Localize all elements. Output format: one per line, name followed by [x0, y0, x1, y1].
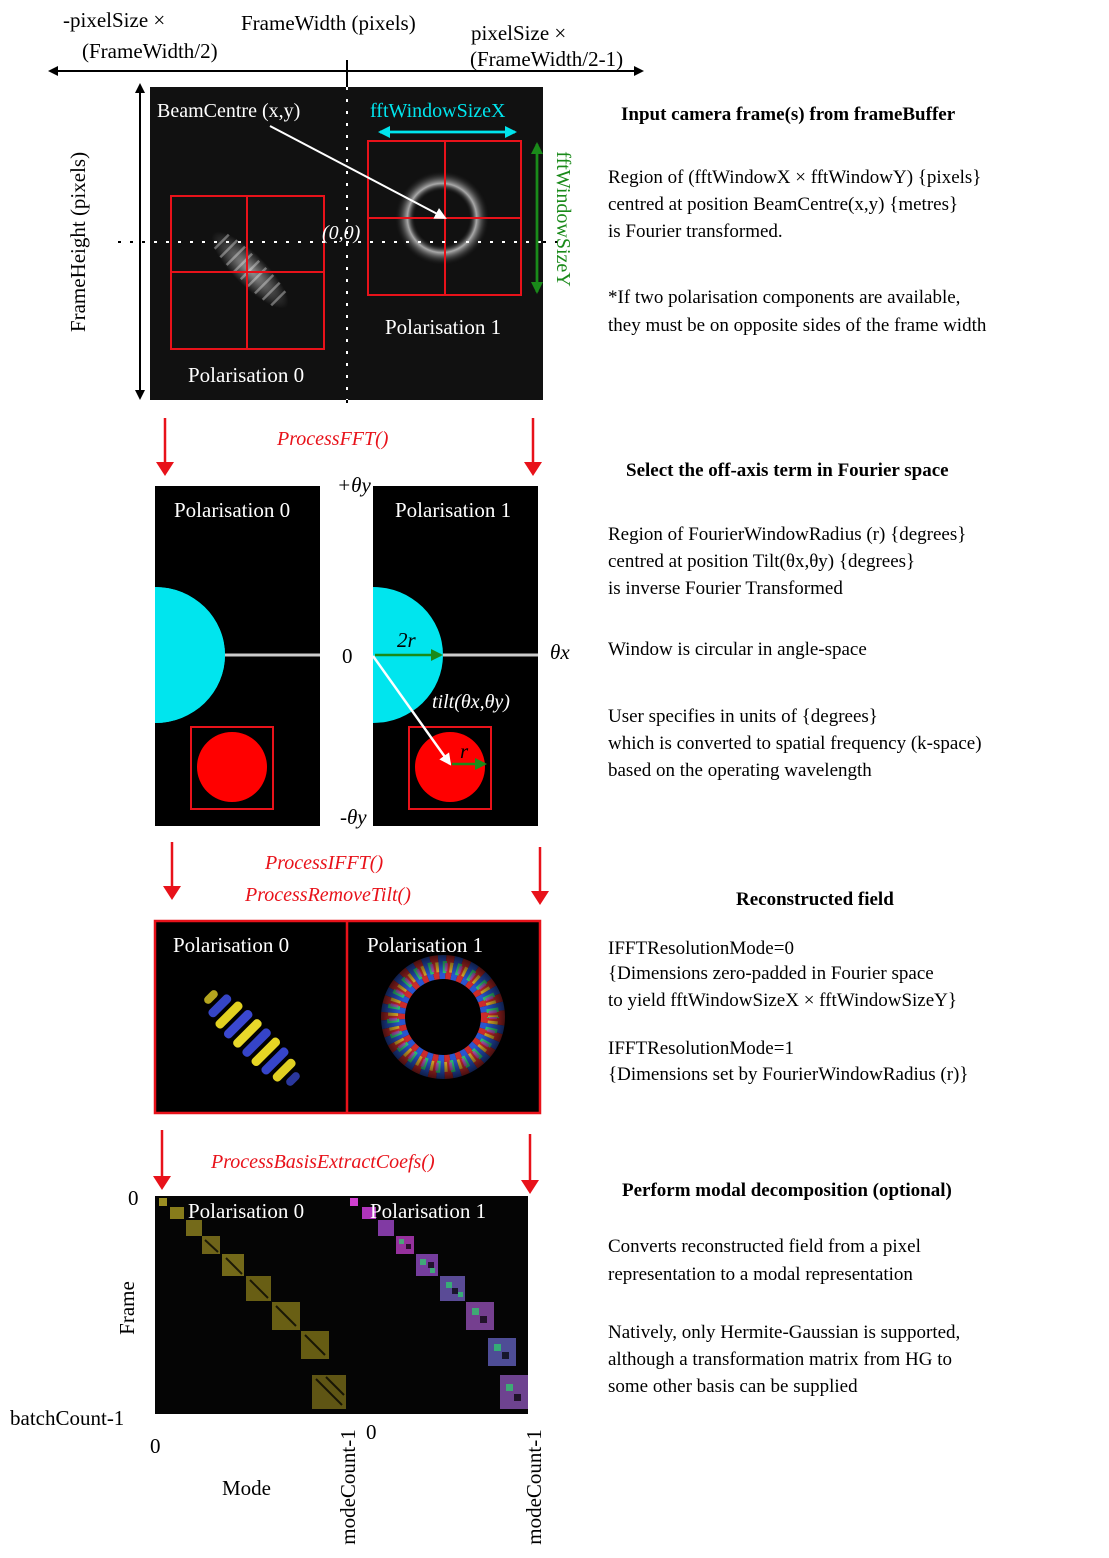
tilt-label: tilt(θx,θy): [432, 691, 510, 713]
section-1-line-1: Region of (fftWindowX × fftWindowY) {pix…: [608, 167, 982, 188]
zero-label: 0: [342, 644, 353, 668]
section-4-line-2: representation to a modal representation: [608, 1264, 913, 1285]
fourier-panel: [155, 486, 538, 826]
modal-blocks-pol1: [350, 1198, 528, 1409]
section-4-line-6: some other basis can be supplied: [608, 1376, 858, 1397]
r-label: r: [460, 739, 469, 763]
process-arrows: [153, 418, 549, 1194]
plus-theta-y-label: +θy: [337, 473, 371, 497]
modal-x-zero-right: 0: [366, 1420, 377, 1444]
modal-x-end-left: modeCount-1: [336, 1429, 360, 1545]
neg-pixel-size-label-line1: -pixelSize ×: [63, 8, 166, 32]
two-r-label: 2r: [397, 628, 416, 652]
minus-theta-y-label: -θy: [340, 805, 367, 829]
beam-centre-label: BeamCentre (x,y): [157, 100, 301, 122]
section-2-line-5: Window is circular in angle-space: [608, 639, 867, 660]
neg-pixel-size-label-line2: (FrameWidth/2): [82, 39, 218, 63]
modal-blocks-pol0: [159, 1198, 346, 1409]
modal-pol1-label: Polarisation 1: [370, 1199, 487, 1223]
section-4-line-5: although a transformation matrix from HG…: [608, 1349, 953, 1370]
section-1-heading: Input camera frame(s) from frameBuffer: [621, 104, 956, 125]
process-fft-label: ProcessFFT(): [277, 428, 389, 450]
section-2-line-8: which is converted to spatial frequency …: [608, 733, 982, 754]
section-2-line-1: Region of FourierWindowRadius (r) {degre…: [608, 524, 967, 545]
modal-x-zero-left: 0: [150, 1434, 161, 1458]
section-3-line-6: {Dimensions set by FourierWindowRadius (…: [608, 1064, 969, 1085]
recon-pol0-label: Polarisation 0: [173, 933, 290, 957]
section-4-line-4: Natively, only Hermite-Gaussian is suppo…: [608, 1322, 961, 1343]
section-1-line-6: they must be on opposite sides of the fr…: [608, 315, 987, 336]
section-1-line-2: centred at position BeamCentre(x,y) {met…: [608, 194, 959, 215]
pos-pixel-size-label-line1: pixelSize ×: [471, 21, 567, 45]
section-2-heading: Select the off-axis term in Fourier spac…: [626, 460, 949, 481]
section-2-line-3: is inverse Fourier Transformed: [608, 578, 843, 599]
fft-window-x-label: fftWindowSizeX: [370, 100, 506, 122]
recon-pol1-label: Polarisation 1: [367, 933, 484, 957]
modal-y-axis-label: Frame: [115, 1281, 139, 1335]
fft-window-y-label: fftWindowSizeY: [552, 151, 574, 287]
section-1-line-5: *If two polarisation components are avai…: [608, 287, 961, 308]
origin-label: (0,0): [322, 222, 361, 244]
fourier-pol0-label: Polarisation 0: [174, 498, 291, 522]
camera-pol0-label: Polarisation 0: [188, 363, 305, 387]
camera-frame-panel: [118, 60, 565, 410]
pos-pixel-size-label-line2: (FrameWidth/2-1): [470, 47, 624, 71]
section-2-line-2: centred at position Tilt(θx,θy) {degrees…: [608, 551, 916, 572]
process-basis-label: ProcessBasisExtractCoefs(): [211, 1151, 435, 1173]
section-2-line-7: User specifies in units of {degrees}: [608, 706, 878, 727]
section-3-line-1: IFFTResolutionMode=0: [608, 938, 794, 959]
modal-x-axis-label: Mode: [222, 1476, 271, 1500]
section-4-heading: Perform modal decomposition (optional): [622, 1180, 952, 1201]
section-3-heading: Reconstructed field: [736, 889, 894, 910]
section-2-line-9: based on the operating wavelength: [608, 760, 872, 781]
rainbow-ring: [371, 945, 515, 1089]
theta-x-label: θx: [550, 640, 570, 664]
modal-y-zero-label: 0: [128, 1186, 139, 1210]
section-3-line-5: IFFTResolutionMode=1: [608, 1038, 794, 1059]
modal-x-end-right: modeCount-1: [522, 1429, 546, 1545]
section-1-line-3: is Fourier transformed.: [608, 221, 783, 242]
fourier-pol1-label: Polarisation 1: [395, 498, 512, 522]
camera-pol1-label: Polarisation 1: [385, 315, 502, 339]
modal-y-end-label: batchCount-1: [10, 1406, 125, 1430]
section-3-line-3: to yield fftWindowSizeX × fftWindowSizeY…: [608, 990, 957, 1011]
modal-pol0-label: Polarisation 0: [188, 1199, 305, 1223]
process-ifft-label: ProcessIFFT(): [265, 852, 384, 874]
section-4-line-1: Converts reconstructed field from a pixe…: [608, 1236, 921, 1257]
process-remove-tilt-label: ProcessRemoveTilt(): [245, 884, 411, 906]
frame-height-label: FrameHeight (pixels): [66, 151, 90, 333]
section-3-line-2: {Dimensions zero-padded in Fourier space: [608, 963, 934, 984]
frame-width-label: FrameWidth (pixels): [241, 11, 416, 35]
modal-panel: [155, 1196, 528, 1414]
reconstructed-panel: [153, 919, 542, 1115]
